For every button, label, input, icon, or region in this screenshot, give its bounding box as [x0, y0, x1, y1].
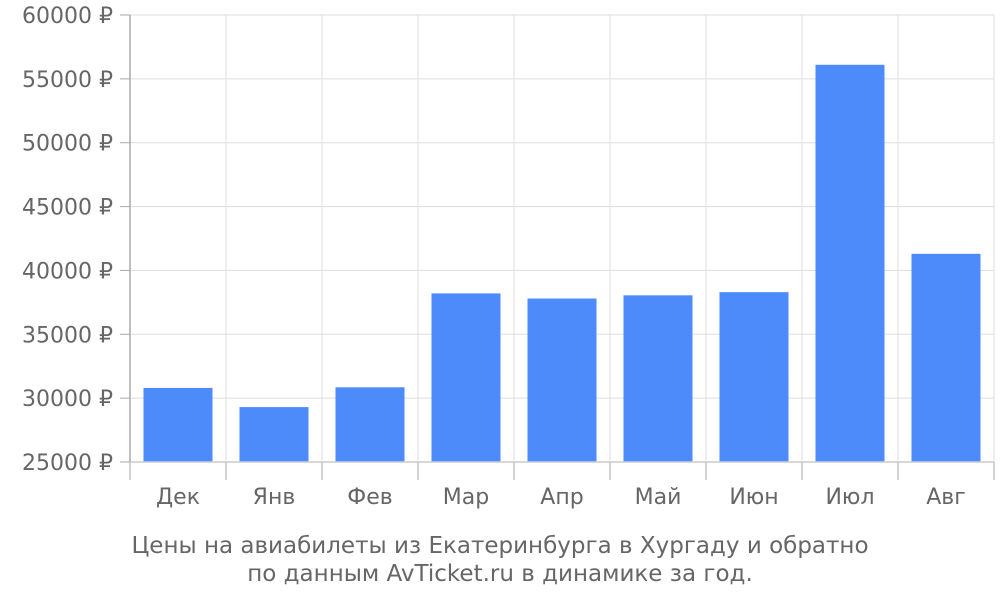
bar-3	[335, 387, 405, 462]
y-tick-label: 55000 ₽	[22, 68, 113, 93]
y-axis-labels: 60000 ₽ 55000 ₽ 50000 ₽ 45000 ₽ 40000 ₽ 35000…	[22, 4, 113, 476]
x-axis-labels: Дек Янв Фев Мар Апр Май Июн Июл Авг	[156, 485, 966, 510]
bar-1	[143, 387, 213, 462]
x-tick-label: Янв	[253, 485, 296, 510]
axes	[120, 14, 995, 480]
bar-chart: 60000 ₽ 55000 ₽ 50000 ₽ 45000 ₽ 40000 ₽ 35000…	[22, 4, 995, 510]
x-tick-label: Июл	[825, 485, 874, 510]
y-tick-label: 30000 ₽	[22, 387, 113, 412]
x-tick-label: Май	[635, 485, 682, 510]
x-tick-label: Апр	[540, 485, 583, 510]
x-tick-label: Фев	[347, 485, 392, 510]
caption-line-1: Цены на авиабилеты из Екатеринбурга в Ху…	[131, 533, 869, 559]
y-tick-label: 60000 ₽	[22, 4, 113, 29]
y-tick-label: 45000 ₽	[22, 196, 113, 221]
bar-7	[719, 292, 789, 462]
bar-4	[431, 293, 501, 462]
y-tick-label: 25000 ₽	[22, 451, 113, 476]
x-tick-label: Авг	[926, 485, 966, 510]
x-tick-label: Мар	[443, 485, 489, 510]
chart-caption: Цены на авиабилеты из Екатеринбурга в Ху…	[0, 532, 1000, 588]
bar-9	[911, 253, 981, 462]
caption-line-2: по данным AvTicket.ru в динамике за год.	[247, 561, 753, 587]
bars	[143, 64, 981, 463]
y-tick-label: 40000 ₽	[22, 259, 113, 284]
y-tick-label: 50000 ₽	[22, 132, 113, 157]
bar-6	[623, 295, 693, 462]
x-tick-label: Июн	[729, 485, 778, 510]
bar-2	[239, 407, 309, 462]
bar-8	[815, 64, 885, 463]
bar-5	[527, 298, 597, 462]
y-tick-label: 35000 ₽	[22, 323, 113, 348]
x-tick-label: Дек	[156, 485, 200, 510]
